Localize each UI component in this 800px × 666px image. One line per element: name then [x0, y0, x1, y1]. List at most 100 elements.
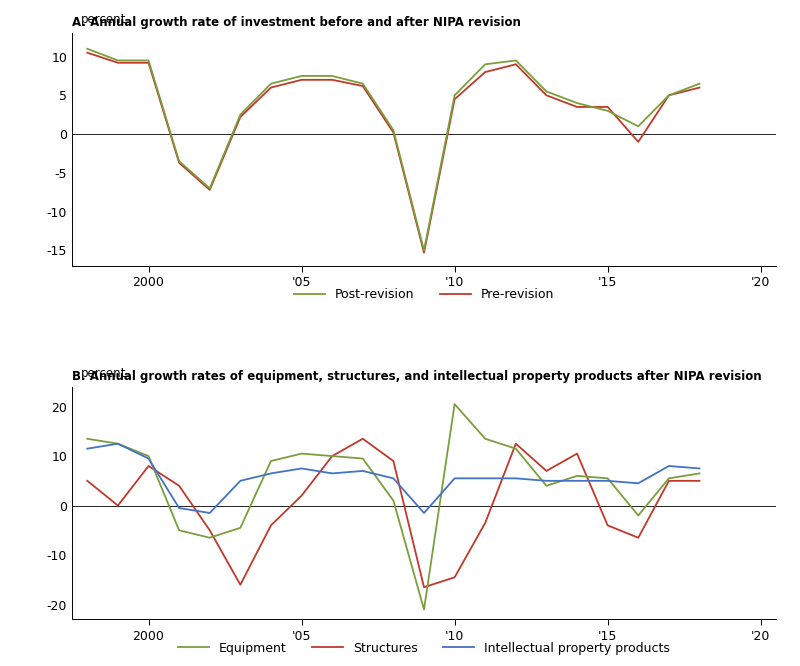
Equipment — [603, 474, 613, 482]
Equipment — [481, 435, 490, 443]
Post-revision — [358, 80, 367, 88]
Post-revision — [634, 123, 643, 131]
Structures — [297, 492, 306, 500]
Equipment — [174, 526, 184, 534]
Line: Intellectual property products: Intellectual property products — [87, 444, 699, 513]
Structures — [419, 583, 429, 591]
Pre-revision — [266, 83, 276, 91]
Pre-revision — [481, 68, 490, 76]
Structures — [205, 526, 214, 534]
Post-revision — [327, 72, 337, 80]
Equipment — [113, 440, 122, 448]
Intellectual property products — [542, 477, 551, 485]
Pre-revision — [664, 91, 674, 99]
Intellectual property products — [511, 474, 521, 482]
Legend: Equipment, Structures, Intellectual property products: Equipment, Structures, Intellectual prop… — [173, 637, 675, 659]
Text: B. Annual growth rates of equipment, structures, and intellectual property produ: B. Annual growth rates of equipment, str… — [72, 370, 762, 383]
Structures — [174, 482, 184, 490]
Equipment — [266, 457, 276, 465]
Equipment — [358, 455, 367, 463]
Pre-revision — [358, 82, 367, 90]
Intellectual property products — [144, 455, 154, 463]
Equipment — [694, 470, 704, 478]
Pre-revision — [174, 159, 184, 166]
Intellectual property products — [694, 464, 704, 472]
Equipment — [205, 533, 214, 541]
Equipment — [144, 452, 154, 460]
Text: percent: percent — [81, 13, 126, 27]
Intellectual property products — [297, 464, 306, 472]
Pre-revision — [144, 59, 154, 67]
Intellectual property products — [235, 477, 245, 485]
Pre-revision — [327, 76, 337, 84]
Equipment — [664, 474, 674, 482]
Post-revision — [419, 246, 429, 254]
Intellectual property products — [664, 462, 674, 470]
Pre-revision — [235, 113, 245, 121]
Text: A. Annual growth rate of investment before and after NIPA revision: A. Annual growth rate of investment befo… — [72, 17, 521, 29]
Post-revision — [511, 57, 521, 65]
Intellectual property products — [572, 477, 582, 485]
Intellectual property products — [327, 470, 337, 478]
Structures — [450, 573, 459, 581]
Post-revision — [694, 80, 704, 88]
Pre-revision — [82, 49, 92, 57]
Structures — [542, 467, 551, 475]
Pre-revision — [634, 138, 643, 146]
Structures — [82, 477, 92, 485]
Post-revision — [82, 45, 92, 53]
Structures — [144, 462, 154, 470]
Structures — [481, 519, 490, 527]
Post-revision — [297, 72, 306, 80]
Intellectual property products — [450, 474, 459, 482]
Post-revision — [174, 157, 184, 165]
Pre-revision — [694, 83, 704, 91]
Equipment — [450, 400, 459, 408]
Post-revision — [450, 91, 459, 99]
Structures — [694, 477, 704, 485]
Intellectual property products — [358, 467, 367, 475]
Pre-revision — [572, 103, 582, 111]
Pre-revision — [450, 95, 459, 103]
Pre-revision — [389, 129, 398, 137]
Intellectual property products — [603, 477, 613, 485]
Pre-revision — [113, 59, 122, 67]
Post-revision — [144, 57, 154, 65]
Equipment — [572, 472, 582, 480]
Post-revision — [481, 61, 490, 69]
Post-revision — [113, 57, 122, 65]
Intellectual property products — [419, 509, 429, 517]
Intellectual property products — [205, 509, 214, 517]
Pre-revision — [542, 91, 551, 99]
Pre-revision — [297, 76, 306, 84]
Line: Equipment: Equipment — [87, 404, 699, 609]
Intellectual property products — [389, 474, 398, 482]
Intellectual property products — [481, 474, 490, 482]
Pre-revision — [205, 186, 214, 194]
Pre-revision — [603, 103, 613, 111]
Post-revision — [664, 91, 674, 99]
Intellectual property products — [113, 440, 122, 448]
Post-revision — [205, 184, 214, 192]
Post-revision — [572, 99, 582, 107]
Structures — [235, 581, 245, 589]
Intellectual property products — [174, 504, 184, 512]
Post-revision — [235, 111, 245, 119]
Equipment — [389, 497, 398, 505]
Legend: Post-revision, Pre-revision: Post-revision, Pre-revision — [289, 283, 559, 306]
Equipment — [419, 605, 429, 613]
Intellectual property products — [82, 445, 92, 453]
Equipment — [82, 435, 92, 443]
Post-revision — [542, 87, 551, 95]
Pre-revision — [511, 61, 521, 69]
Structures — [603, 521, 613, 529]
Structures — [511, 440, 521, 448]
Intellectual property products — [634, 480, 643, 488]
Equipment — [542, 482, 551, 490]
Line: Post-revision: Post-revision — [87, 49, 699, 250]
Equipment — [297, 450, 306, 458]
Structures — [664, 477, 674, 485]
Line: Structures: Structures — [87, 439, 699, 587]
Equipment — [327, 452, 337, 460]
Equipment — [511, 445, 521, 453]
